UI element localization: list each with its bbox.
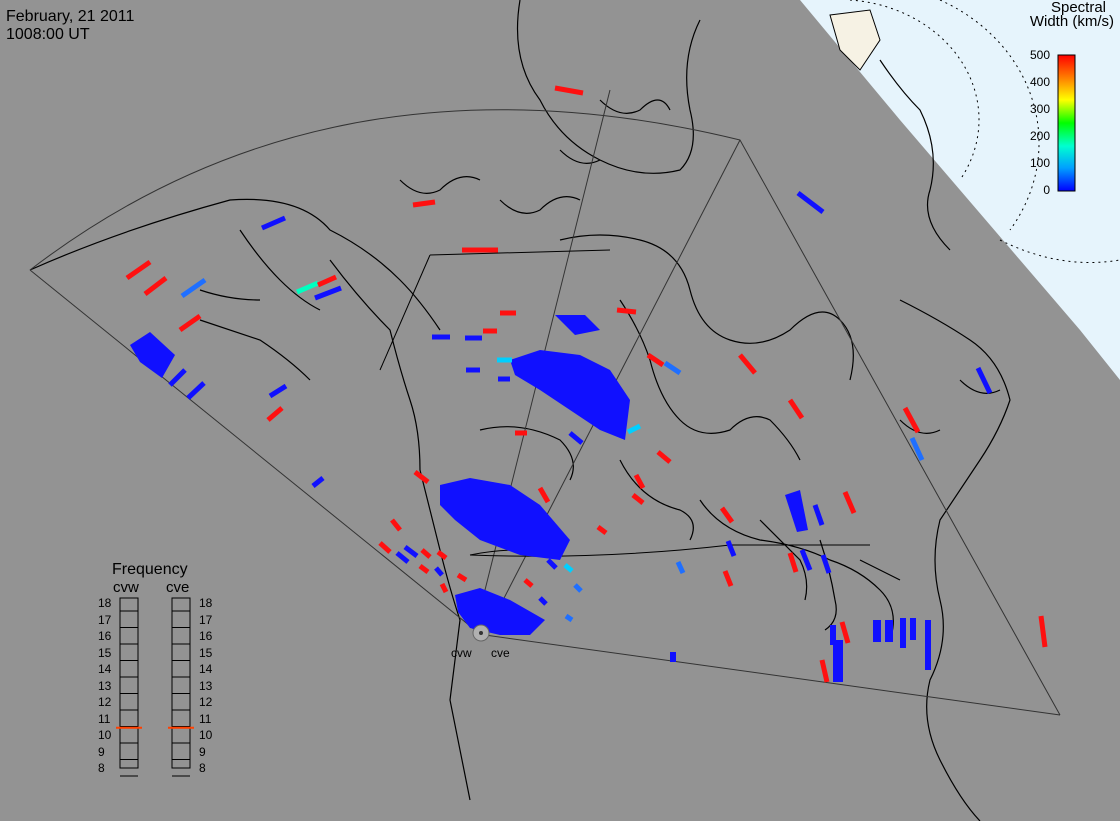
frequency-tick-label-left: 11: [98, 711, 111, 726]
frequency-tick-label-left: 16: [98, 629, 112, 643]
colorbar-tick-label: 300: [1029, 102, 1050, 116]
frequency-tick-label-left: 18: [98, 596, 112, 610]
site-label-cvw: cvw: [451, 646, 472, 660]
frequency-tick-label-right: 17: [199, 612, 213, 627]
frequency-scale-cvw: [119, 597, 139, 769]
frequency-tick-label-right: 16: [199, 629, 213, 643]
colorbar-tick-label: 200: [1029, 129, 1050, 143]
colorbar: [1057, 54, 1076, 192]
frequency-tick-label-right: 9: [199, 744, 206, 759]
colorbar-title-line2: Width (km/s): [1029, 13, 1114, 30]
frequency-tick-label-right: 18: [199, 596, 213, 610]
date-label: February, 21 2011: [6, 8, 135, 25]
frequency-tick-label-left: 10: [98, 728, 112, 742]
frequency-tick-label-left: 13: [98, 678, 112, 693]
frequency-tick-label-left: 15: [98, 645, 112, 660]
colorbar-tick-label: 0: [1043, 183, 1050, 197]
frequency-tick-label-left: 14: [98, 662, 112, 676]
radar-site-dot: [479, 631, 483, 635]
radar-echoes-low-width: [130, 315, 931, 682]
frequency-tick-label-left: 17: [98, 612, 112, 627]
frequency-tick-label-right: 13: [199, 678, 213, 693]
frequency-tick-label-right: 11: [199, 711, 212, 726]
daylight-region: [800, 0, 1120, 380]
radar-label-cvw: cvw: [113, 579, 139, 596]
frequency-tick-label-right: 10: [199, 728, 213, 742]
radar-label-cve: cve: [166, 579, 190, 596]
site-label-cve: cve: [491, 646, 510, 660]
greenland-tip: [829, 9, 881, 71]
radar-echoes-small: [125, 85, 1048, 683]
colorbar-tick-label: 400: [1029, 75, 1050, 89]
frequency-tick-label-right: 15: [199, 645, 213, 660]
frequency-tick-label-right: 8: [199, 761, 206, 775]
colorbar-title-line1: Spectral: [1050, 0, 1106, 16]
frequency-tick-label-right: 12: [199, 695, 213, 709]
frequency-tick-label-left: 12: [98, 695, 112, 709]
colorbar-tick-label: 100: [1029, 156, 1050, 170]
frequency-tick-label-right: 14: [199, 662, 213, 676]
frequency-tick-label-left: 8: [98, 761, 105, 775]
colorbar-tick-label: 500: [1029, 48, 1050, 62]
time-label: 1008:00 UT: [6, 26, 90, 43]
frequency-title: Frequency: [112, 561, 188, 578]
frequency-tick-label-left: 9: [98, 744, 105, 759]
frequency-scale-cve: [171, 597, 191, 769]
frequency-ticks: [120, 610, 190, 777]
